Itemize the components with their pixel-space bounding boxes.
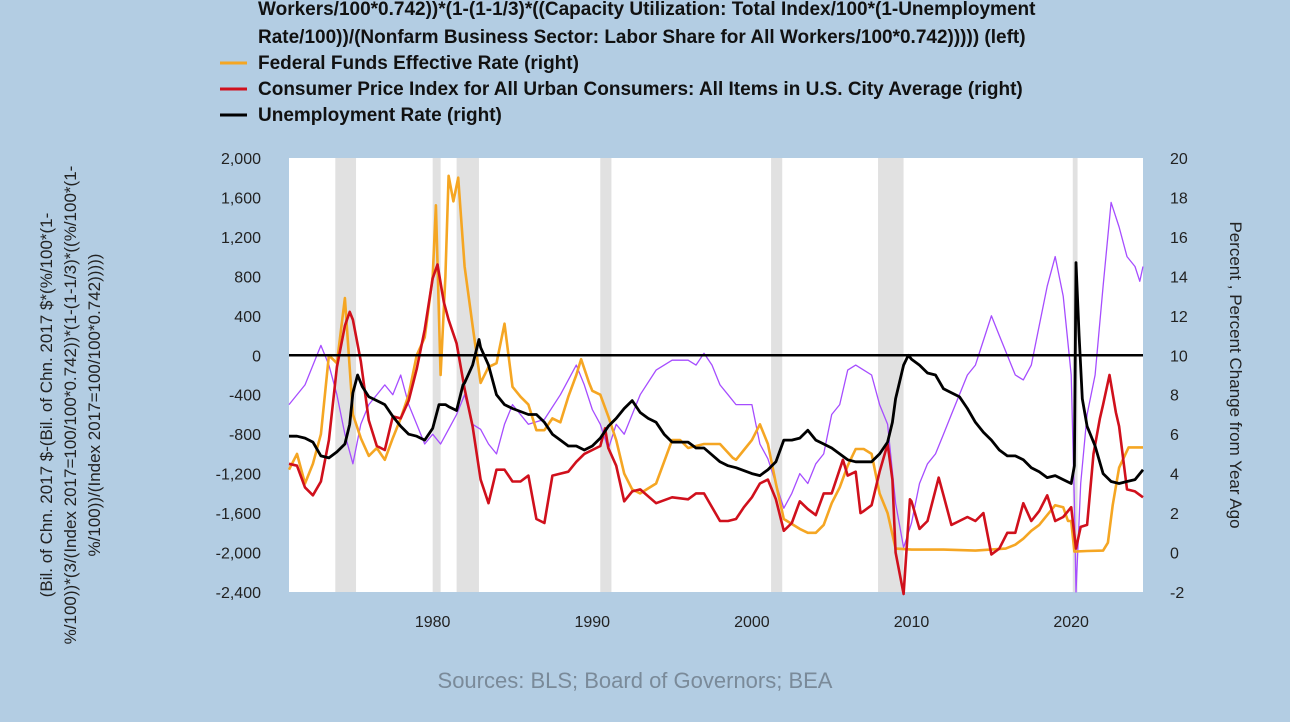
x-tick-label: 1990: [574, 614, 610, 631]
legend-formula-line-1: Workers/100*0.742))*(1-(1-1/3)*((Capacit…: [258, 0, 1036, 20]
right-tick-label: 4: [1170, 467, 1179, 484]
left-axis-title-line-1: (Bil. of Chn. 2017 $-(Bil. of Chn. 2017 …: [37, 213, 56, 598]
right-tick-label: -2: [1170, 585, 1184, 602]
legend-formula-line-2: Rate/100))/(Nonfarm Business Sector: Lab…: [258, 27, 1026, 48]
left-tick-label: 1,600: [221, 190, 261, 207]
right-tick-label: 0: [1170, 546, 1179, 563]
legend-label-fedfunds: Federal Funds Effective Rate (right): [258, 53, 579, 74]
x-axis-ticks: 1980 1990 2000 2010 2020: [415, 614, 1089, 631]
x-tick-label: 1980: [415, 614, 451, 631]
left-tick-label: 800: [234, 269, 261, 286]
left-tick-label: -800: [229, 427, 261, 444]
x-tick-label: 2020: [1053, 614, 1089, 631]
left-axis-title-line-3: %/100))/(Index 2017=100/100*0.742))))): [85, 254, 104, 557]
right-tick-label: 16: [1170, 230, 1188, 247]
recession-band-1: [432, 158, 441, 592]
left-axis-title-line-2: %/100))*(3/(Index 2017=100/100*0.742))*(…: [61, 166, 80, 645]
series-lines: [287, 174, 1145, 596]
recession-band-4: [771, 158, 783, 592]
series-line-1: [288, 263, 1144, 596]
legend-label-unrate: Unemployment Rate (right): [258, 105, 502, 126]
right-tick-label: 8: [1170, 388, 1179, 405]
recession-band-5: [878, 158, 904, 592]
recession-band-0: [335, 158, 357, 592]
left-tick-label: 1,200: [221, 230, 261, 247]
left-tick-label: -1,600: [216, 506, 261, 523]
legend-label-cpi: Consumer Price Index for All Urban Consu…: [258, 79, 1023, 100]
right-tick-label: 2: [1170, 506, 1179, 523]
left-tick-label: -2,400: [216, 585, 261, 602]
left-tick-label: 400: [234, 309, 261, 326]
legend: Workers/100*0.742))*(1-(1-1/3)*((Capacit…: [220, 0, 1036, 126]
left-axis-title: (Bil. of Chn. 2017 $-(Bil. of Chn. 2017 …: [37, 166, 104, 645]
left-axis-ticks: 2,000 1,600 1,200 800 400 0 -400 -800 -1,200 -1,6…: [216, 151, 261, 602]
right-tick-label: 10: [1170, 348, 1188, 365]
left-tick-label: -400: [229, 388, 261, 405]
source-note: Sources: BLS; Board of Governors; BEA: [438, 668, 833, 693]
right-tick-label: 12: [1170, 309, 1188, 326]
left-tick-label: 2,000: [221, 151, 261, 168]
right-axis-title: Percent , Percent Change from Year Ago: [1226, 221, 1245, 528]
series-line-0: [287, 174, 1143, 553]
x-tick-label: 2010: [894, 614, 930, 631]
right-axis-title-text: Percent , Percent Change from Year Ago: [1226, 221, 1245, 528]
right-tick-label: 20: [1170, 151, 1188, 168]
left-tick-label: 0: [252, 348, 261, 365]
series-line-2: [289, 261, 1145, 485]
right-tick-label: 6: [1170, 427, 1179, 444]
left-tick-label: -1,200: [216, 467, 261, 484]
left-tick-label: -2,000: [216, 546, 261, 563]
right-tick-label: 18: [1170, 190, 1188, 207]
recession-band-3: [600, 158, 612, 592]
right-tick-label: 14: [1170, 269, 1188, 286]
x-tick-label: 2000: [734, 614, 770, 631]
